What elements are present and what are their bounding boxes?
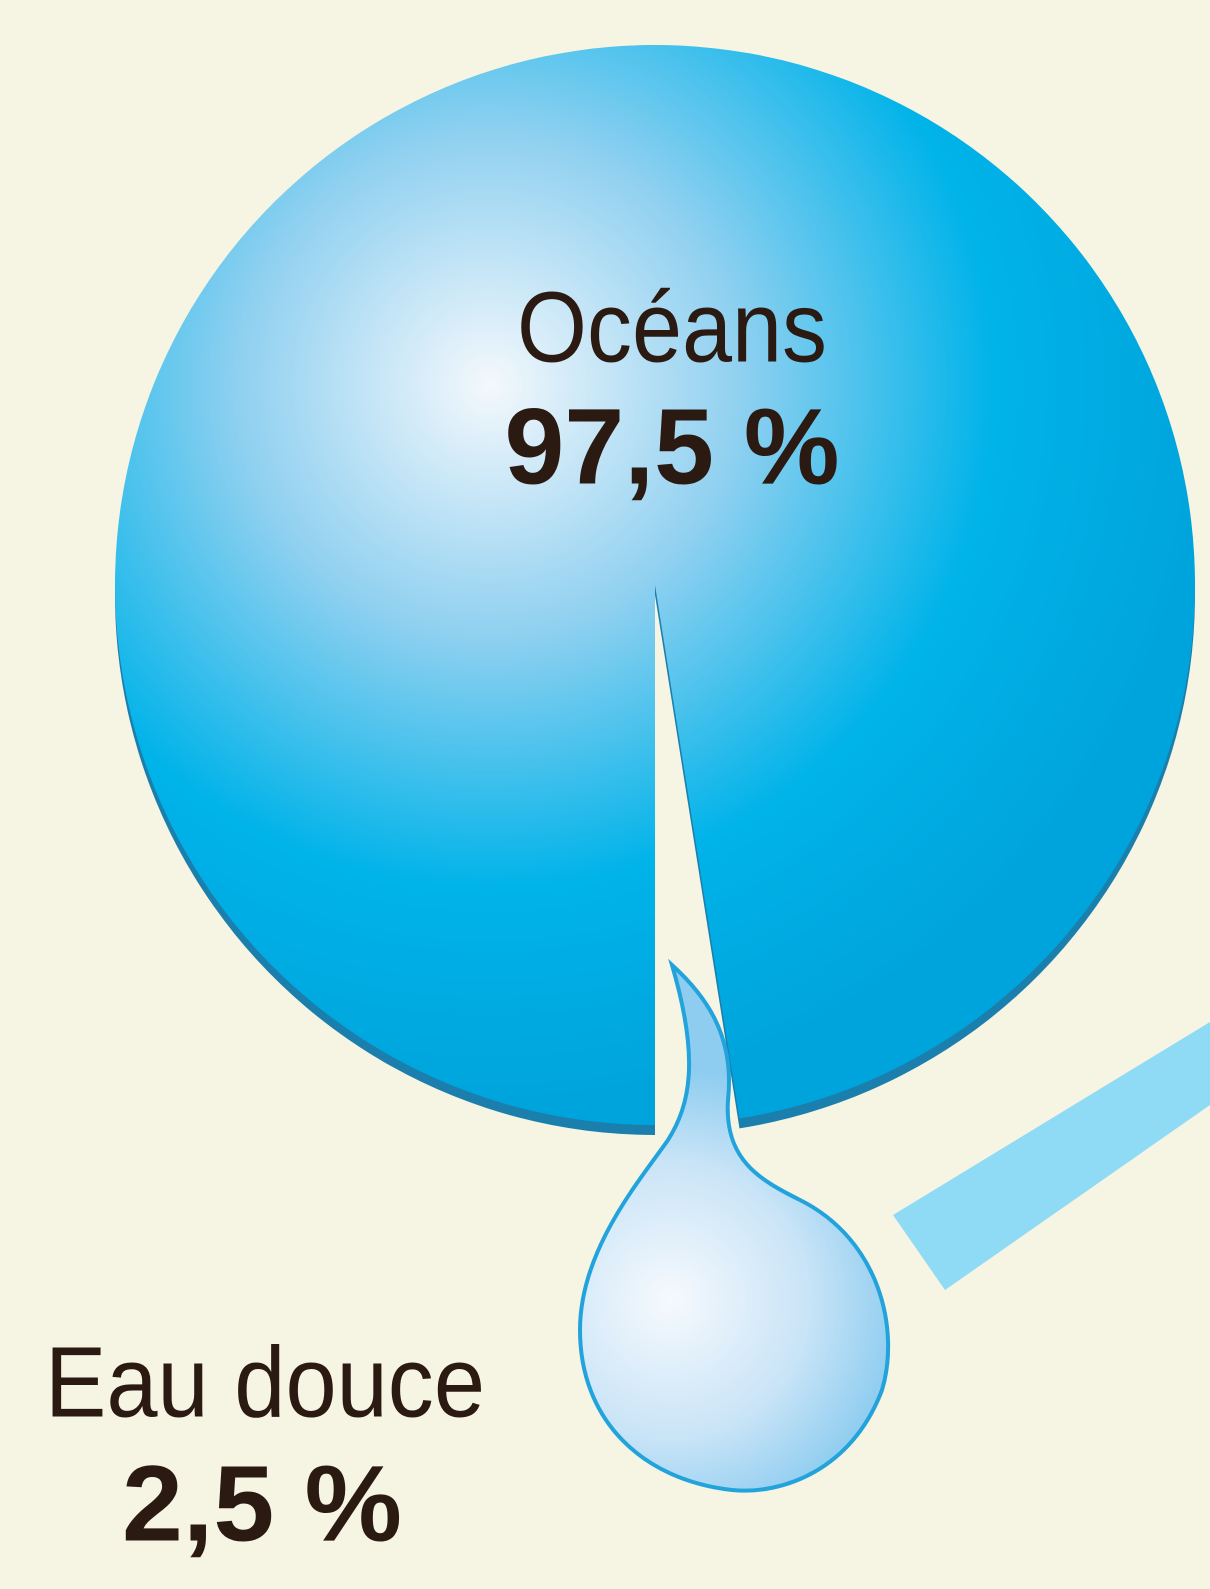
pie-marks <box>114 44 1195 1493</box>
ocean-label: Océans <box>517 271 827 383</box>
freshwater-drop <box>577 958 891 1493</box>
freshwater-label: Eau douce <box>45 1326 485 1438</box>
ocean-value: 97,5 % <box>505 386 840 507</box>
freshwater-value: 2,5 % <box>122 1443 402 1564</box>
ocean-slice <box>114 44 1195 1125</box>
decorative-band <box>893 1022 1210 1290</box>
